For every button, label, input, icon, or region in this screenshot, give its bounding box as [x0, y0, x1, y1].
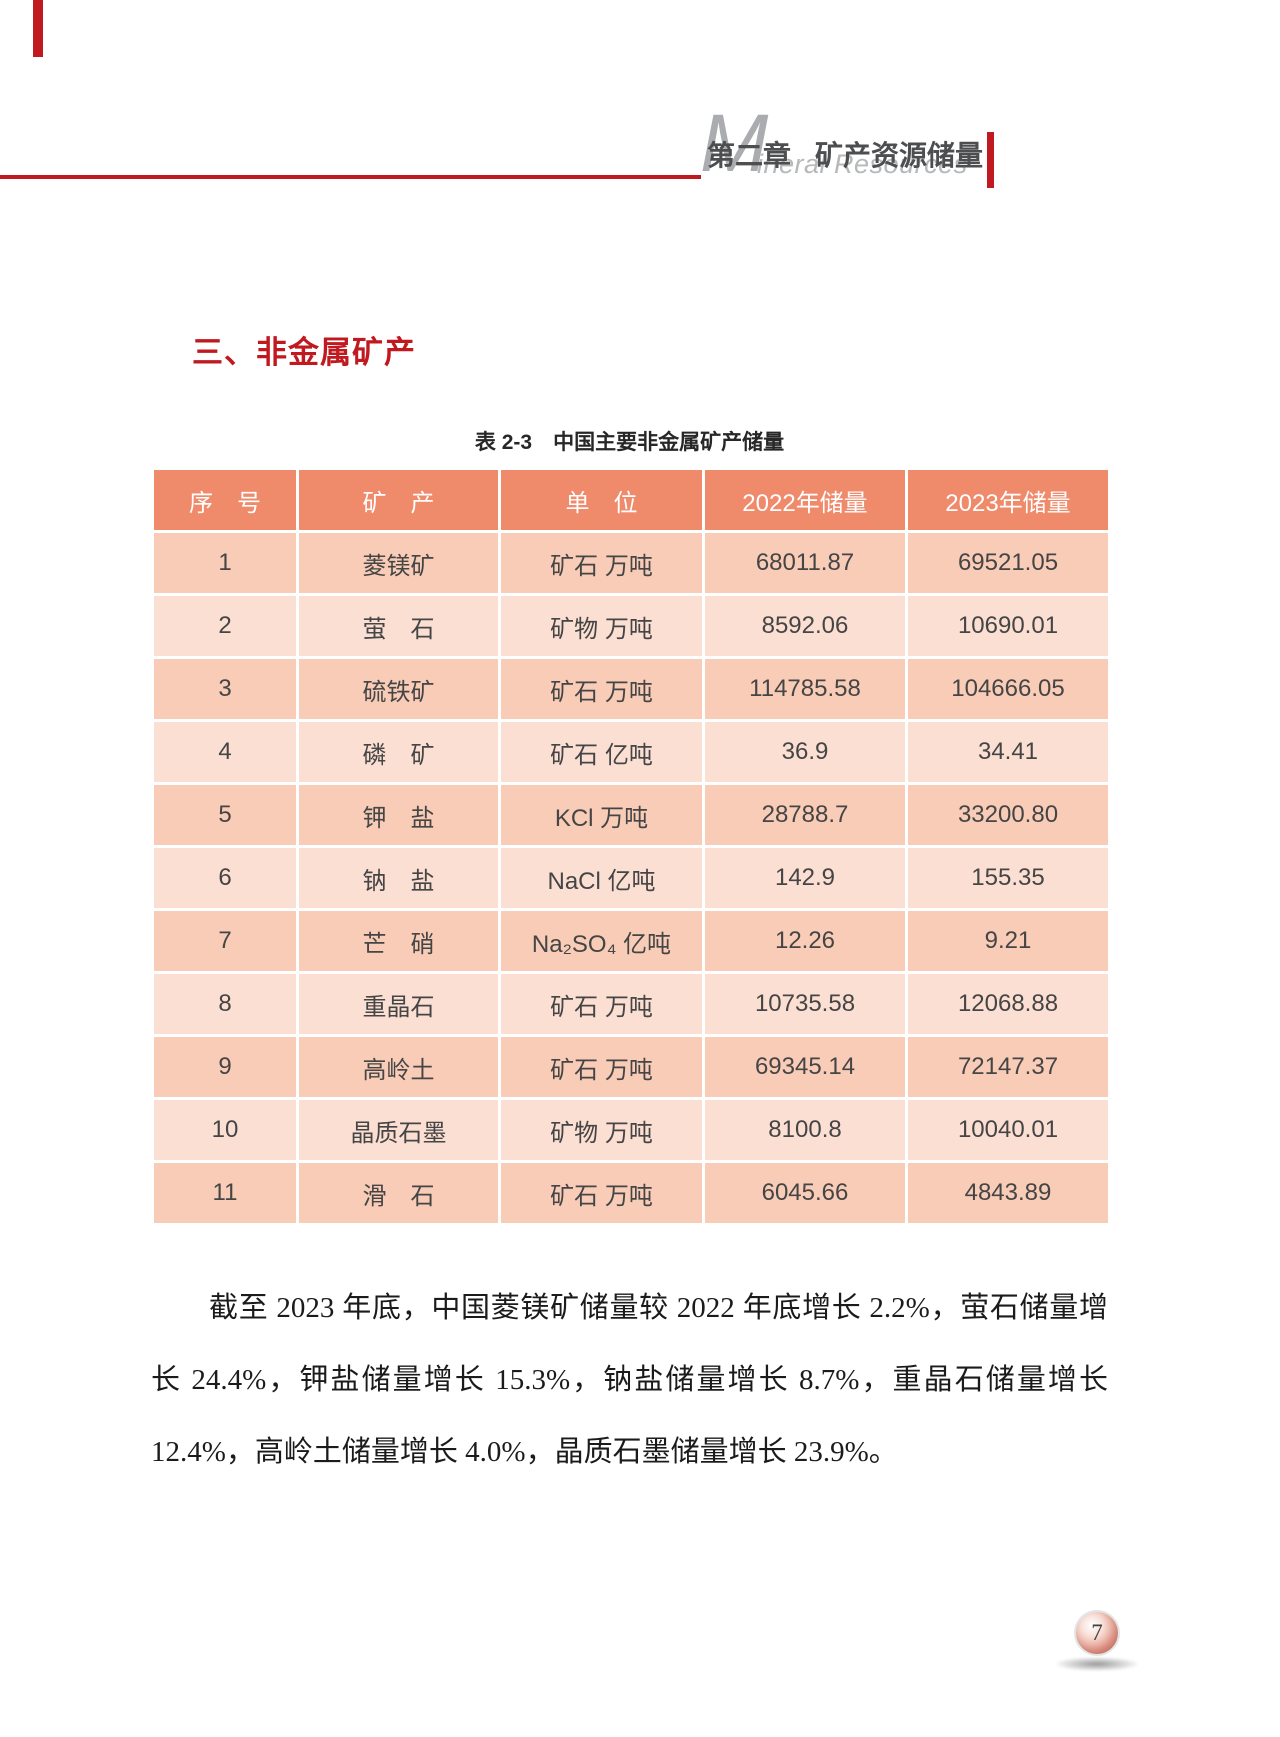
- watermark-subtitle: ineral Resources: [757, 149, 968, 179]
- table-cell: Na₂SO₄ 亿吨: [498, 908, 705, 974]
- table-cell: 4: [151, 719, 299, 785]
- table-row: 9 高岭土 矿石 万吨 69345.14 72147.37: [151, 1034, 1111, 1100]
- table-cell: 磷 矿: [296, 719, 501, 785]
- table-cell: 10735.58: [702, 971, 908, 1037]
- table-row: 3 硫铁矿 矿石 万吨 114785.58 104666.05: [151, 656, 1111, 722]
- table-cell: 钾 盐: [296, 782, 501, 848]
- table-cell: 1: [151, 530, 299, 596]
- chapter-number: 第二章: [706, 140, 791, 171]
- table-cell: 5: [151, 782, 299, 848]
- table-cell: 晶质石墨: [296, 1097, 501, 1163]
- table-cell: 高岭土: [296, 1034, 501, 1100]
- table-header-row: 序 号矿 产单 位 2022年储量 2023年储量: [151, 467, 1111, 533]
- table-cell: 4843.89: [905, 1160, 1111, 1226]
- table-row: 10 晶质石墨 矿物 万吨 8100.8 10040.01: [151, 1097, 1111, 1163]
- table-cell: 10040.01: [905, 1097, 1111, 1163]
- table-cell: 12068.88: [905, 971, 1111, 1037]
- page-number-shadow: [1056, 1657, 1138, 1671]
- table-cell: 9: [151, 1034, 299, 1100]
- chapter-heading: 第二章 矿产资源储量: [707, 134, 983, 174]
- table-cell: 6045.66: [702, 1160, 908, 1226]
- page-corner-red-mark: [33, 0, 43, 57]
- table-cell: KCl 万吨: [498, 782, 705, 848]
- header-red-bar: [987, 132, 994, 188]
- table-cell: 155.35: [905, 845, 1111, 911]
- table-cell: 8: [151, 971, 299, 1037]
- table-cell: 钠 盐: [296, 845, 501, 911]
- table-cell: 6: [151, 845, 299, 911]
- table-row: 1 菱镁矿 矿石 万吨 68011.87 69521.05: [151, 530, 1111, 596]
- section-title: 三、非金属矿产: [192, 335, 416, 370]
- table-cell: 矿物 万吨: [498, 1097, 705, 1163]
- table-cell: 矿石 亿吨: [498, 719, 705, 785]
- table-cell: 12.26: [702, 908, 908, 974]
- table-cell: NaCl 亿吨: [498, 845, 705, 911]
- chapter-title: 矿产资源储量: [814, 140, 983, 171]
- table-cell: 2: [151, 593, 299, 659]
- table-cell: 菱镁矿: [296, 530, 501, 596]
- summary-paragraph: 截至 2023 年底，中国菱镁矿储量较 2022 年底增长 2.2%，萤石储量增…: [151, 1292, 1108, 1468]
- table-cell: 33200.80: [905, 782, 1111, 848]
- table-cell: 矿石 万吨: [498, 1034, 705, 1100]
- table-cell: 34.41: [905, 719, 1111, 785]
- table-cell: 3: [151, 656, 299, 722]
- table-column-header: 单 位: [498, 467, 705, 533]
- table-cell: 矿石 万吨: [498, 530, 705, 596]
- table-cell: 萤 石: [296, 593, 501, 659]
- table-cell: 11: [151, 1160, 299, 1226]
- table-cell: 72147.37: [905, 1034, 1111, 1100]
- table-cell: 142.9: [702, 845, 908, 911]
- table-cell: 矿石 万吨: [498, 656, 705, 722]
- table-cell: 矿石 万吨: [498, 1160, 705, 1226]
- page-number-sphere: 7: [1074, 1610, 1120, 1656]
- header-red-line: [0, 175, 701, 179]
- table-cell: 10690.01: [905, 593, 1111, 659]
- table-cell: 10: [151, 1097, 299, 1163]
- table-column-header: 序 号: [151, 467, 299, 533]
- table-cell: 滑 石: [296, 1160, 501, 1226]
- table-cell: 重晶石: [296, 971, 501, 1037]
- table-cell: 9.21: [905, 908, 1111, 974]
- table-cell: 36.9: [702, 719, 908, 785]
- table-cell: 28788.7: [702, 782, 908, 848]
- table-cell: 114785.58: [702, 656, 908, 722]
- table-column-header: 矿 产: [296, 467, 501, 533]
- table-cell: 矿物 万吨: [498, 593, 705, 659]
- table-cell: 7: [151, 908, 299, 974]
- table-row: 8 重晶石 矿石 万吨 10735.58 12068.88: [151, 971, 1111, 1037]
- table-cell: 68011.87: [702, 530, 908, 596]
- table-row: 11 滑 石矿石 万吨 6045.66 4843.89: [151, 1160, 1111, 1226]
- table-cell: 硫铁矿: [296, 656, 501, 722]
- table-column-header: 2023年储量: [905, 467, 1111, 533]
- watermark-letter: M: [700, 98, 769, 189]
- table-column-header: 2022年储量: [702, 467, 908, 533]
- table-cell: 69521.05: [905, 530, 1111, 596]
- table-body: 1 菱镁矿 矿石 万吨 68011.87 69521.05 2 萤 石矿物 万吨 8592.0…: [151, 530, 1111, 1226]
- table-cell: 104666.05: [905, 656, 1111, 722]
- table-cell: 8100.8: [702, 1097, 908, 1163]
- table-cell: 69345.14: [702, 1034, 908, 1100]
- table-cell: 芒 硝: [296, 908, 501, 974]
- table-cell: 8592.06: [702, 593, 908, 659]
- table-cell: 矿石 万吨: [498, 971, 705, 1037]
- page-number: 7: [1091, 1620, 1103, 1645]
- reserves-table: 序 号矿 产单 位 2022年储量 2023年储量 1 菱镁矿 矿石 万吨 68011.8…: [151, 467, 1111, 1226]
- table-caption: 表 2-3 中国主要非金属矿产储量: [474, 431, 785, 454]
